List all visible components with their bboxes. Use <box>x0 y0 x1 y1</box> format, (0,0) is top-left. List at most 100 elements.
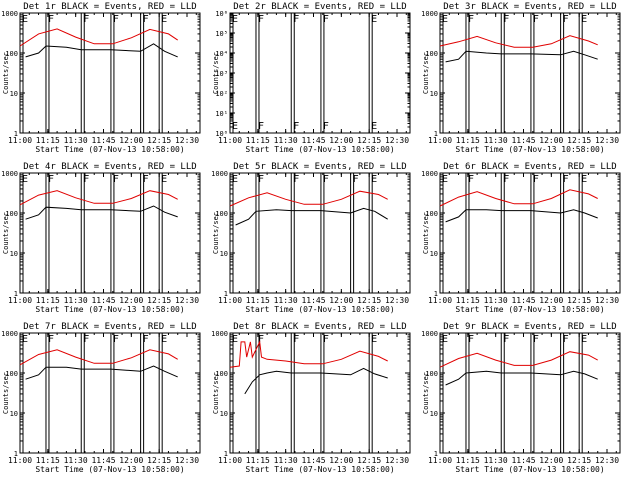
series-lld-line <box>19 349 178 366</box>
x-tick-label: 12:30 <box>175 296 199 305</box>
marker-label: F <box>563 14 569 25</box>
x-tick-label: 12:15 <box>357 136 381 145</box>
marker-label-bottom: E <box>232 121 238 132</box>
y-tick-label: 10⁶ <box>215 10 228 18</box>
x-tick-label: 11:45 <box>91 296 115 305</box>
x-tick-label: 11:30 <box>274 456 298 465</box>
y-axis-label: Counts/sec <box>2 212 10 254</box>
x-tick-label: 11:00 <box>428 136 452 145</box>
x-tick-label: 11:30 <box>274 296 298 305</box>
plot-frame <box>229 12 411 134</box>
x-tick-label: 11:15 <box>246 296 270 305</box>
marker-label: F <box>563 174 569 185</box>
marker-label: E <box>442 174 448 185</box>
marker-label: F <box>143 174 149 185</box>
plot-frame <box>229 332 411 454</box>
marker-label: F <box>323 334 329 345</box>
x-tick-label: 11:30 <box>64 456 88 465</box>
marker-label: F <box>468 14 474 25</box>
x-tick-label: 12:30 <box>595 296 619 305</box>
series-lld-line <box>19 190 178 206</box>
x-tick-label: 11:00 <box>428 296 452 305</box>
marker-label: F <box>533 174 539 185</box>
y-tick-label: 1 <box>224 290 228 298</box>
y-tick-label: 100 <box>425 50 438 58</box>
x-tick-label: 12:00 <box>119 136 143 145</box>
y-tick-label: 100 <box>5 50 18 58</box>
marker-label: E <box>581 174 587 185</box>
x-tick-label: 11:45 <box>301 136 325 145</box>
x-tick-label: 12:15 <box>147 136 171 145</box>
y-axis-label: Counts/sec <box>422 52 430 94</box>
marker-label: E <box>22 14 28 25</box>
chart-title: Det 2r BLACK = Events, RED = LLD <box>233 2 406 12</box>
marker-label: F <box>48 14 54 25</box>
marker-label: E <box>581 334 587 345</box>
chart-title: Det 5r BLACK = Events, RED = LLD <box>233 162 406 172</box>
x-tick-label: 12:00 <box>329 456 353 465</box>
marker-label: E <box>22 174 28 185</box>
y-tick-label: 10¹ <box>215 110 228 118</box>
x-tick-label: 12:00 <box>539 456 563 465</box>
y-tick-label: 10³ <box>215 70 228 78</box>
series-events-line <box>244 367 388 395</box>
marker-label: E <box>22 334 28 345</box>
series-events-line <box>25 205 178 220</box>
y-tick-label: 10⁴ <box>215 50 228 58</box>
x-tick-label: 12:15 <box>567 296 591 305</box>
marker-label: F <box>503 334 509 345</box>
y-tick-label: 10² <box>215 90 228 98</box>
x-tick-label: 11:00 <box>8 136 32 145</box>
y-tick-label: 10 <box>220 410 228 418</box>
plot-frame <box>439 12 621 134</box>
plot-frame <box>439 172 621 294</box>
chart-title: Det 8r BLACK = Events, RED = LLD <box>233 322 406 332</box>
marker-label: F <box>533 14 539 25</box>
series-lld-line <box>229 340 388 368</box>
x-axis-label: Start Time (07-Nov-13 10:58:00) <box>35 465 184 474</box>
series-events-line <box>235 207 388 226</box>
x-tick-label: 12:00 <box>539 296 563 305</box>
x-tick-label: 12:00 <box>119 296 143 305</box>
x-tick-label: 11:15 <box>246 456 270 465</box>
marker-label: F <box>258 14 264 25</box>
y-tick-label: 1 <box>14 290 18 298</box>
marker-label: E <box>371 14 377 25</box>
marker-label: F <box>113 14 119 25</box>
marker-label-bottom: E <box>371 121 377 132</box>
marker-label: F <box>353 174 359 185</box>
x-tick-label: 11:00 <box>428 456 452 465</box>
x-tick-label: 11:45 <box>301 456 325 465</box>
y-tick-label: 100 <box>215 210 228 218</box>
x-axis-label: Start Time (07-Nov-13 10:58:00) <box>35 145 184 154</box>
chart-title: Det 7r BLACK = Events, RED = LLD <box>23 322 196 332</box>
y-tick-label: 10 <box>220 250 228 258</box>
y-axis-label: Counts/sec <box>2 372 10 414</box>
chart-panel-7: Det 7r BLACK = Events, RED = LLD 11:00 11:… <box>1 322 201 474</box>
plot-frame <box>229 172 411 294</box>
x-tick-label: 12:15 <box>147 296 171 305</box>
x-tick-label: 12:15 <box>567 456 591 465</box>
chart-panel-2: Det 2r BLACK = Events, RED = LLD 11:00 11:… <box>212 2 411 154</box>
series-lld-line <box>439 189 598 207</box>
y-tick-label: 1000 <box>421 330 438 338</box>
y-tick-label: 100 <box>5 370 18 378</box>
chart-panel-9: Det 9r BLACK = Events, RED = LLD 11:00 11:… <box>421 322 621 474</box>
chart-title: Det 1r BLACK = Events, RED = LLD <box>23 2 196 12</box>
series-events-line <box>25 365 178 380</box>
y-axis-label: Counts/sec <box>422 212 430 254</box>
marker-label: F <box>258 334 264 345</box>
marker-label: E <box>442 334 448 345</box>
y-axis-label: Counts/sec <box>212 372 220 414</box>
marker-label: F <box>48 174 54 185</box>
x-tick-label: 11:15 <box>246 136 270 145</box>
x-tick-label: 11:30 <box>484 456 508 465</box>
x-axis-label: Start Time (07-Nov-13 10:58:00) <box>455 145 604 154</box>
marker-label: E <box>232 14 238 25</box>
marker-label: F <box>143 334 149 345</box>
x-tick-label: 11:15 <box>456 456 480 465</box>
series-lld-line <box>19 28 178 47</box>
y-tick-label: 1000 <box>1 10 18 18</box>
y-tick-label: 10 <box>430 250 438 258</box>
marker-label: F <box>563 334 569 345</box>
